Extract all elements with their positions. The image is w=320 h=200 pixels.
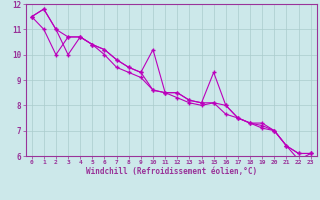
X-axis label: Windchill (Refroidissement éolien,°C): Windchill (Refroidissement éolien,°C)	[86, 167, 257, 176]
